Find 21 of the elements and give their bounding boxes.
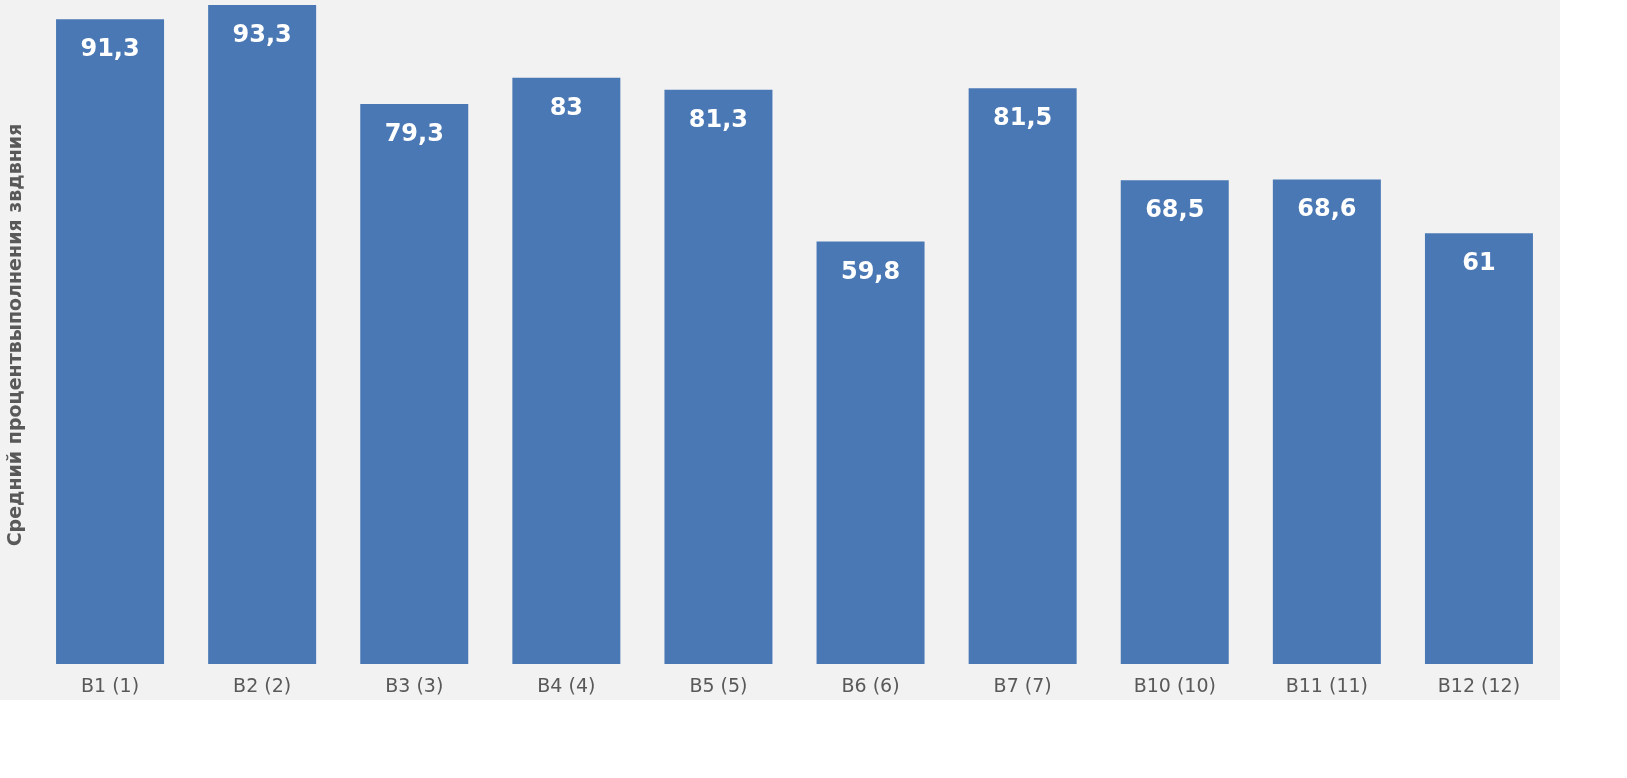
data-label: 59,8 [840, 256, 901, 285]
data-label: 79,3 [384, 118, 444, 147]
x-tick-label: В10 (10) [1133, 673, 1216, 696]
x-tick-label: В5 (5) [689, 673, 748, 696]
data-label: 61 [1462, 248, 1496, 277]
data-label: 83 [549, 92, 584, 121]
x-tick-label: В12 (12) [1437, 673, 1521, 696]
data-label: 81,3 [688, 104, 749, 133]
y-axis-title: Средний процентвыполнения звдвния [2, 123, 25, 547]
x-tick-label: В3 (3) [385, 673, 444, 696]
x-tick-label: В6 (6) [841, 673, 900, 696]
data-label: 68,6 [1297, 194, 1357, 223]
data-label: 81,5 [993, 103, 1053, 132]
x-tick-label: В11 (11) [1285, 673, 1368, 696]
data-label: 91,3 [80, 34, 140, 63]
x-tick-label: В4 (4) [537, 673, 596, 696]
x-tick-label: В1 (1) [81, 673, 140, 696]
x-tick-label: В2 (2) [233, 673, 292, 696]
data-label: 68,5 [1145, 195, 1205, 224]
data-label: 93,3 [232, 20, 292, 48]
x-tick-label: В7 (7) [993, 673, 1052, 696]
